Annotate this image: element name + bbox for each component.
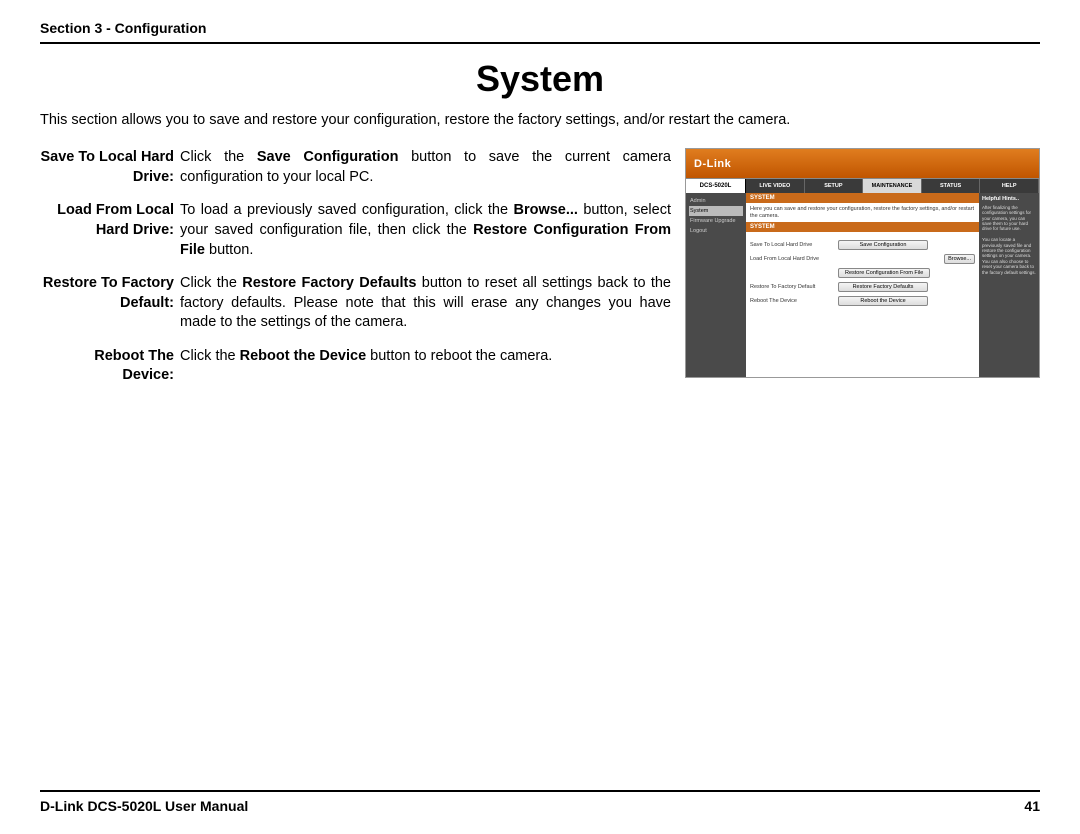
definition-label: Load From LocalHard Drive:: [40, 201, 180, 260]
nav-tab[interactable]: STATUS: [922, 179, 981, 193]
sidebar-item[interactable]: Admin: [689, 196, 743, 206]
form-row: Load From Local Hard Drive Browse...: [750, 254, 975, 264]
footer-page-number: 41: [1024, 798, 1040, 814]
sidebar-item[interactable]: System: [689, 206, 743, 216]
form-row: Reboot The DeviceReboot the Device: [750, 296, 975, 306]
section-header: Section 3 - Configuration: [40, 20, 1040, 44]
definition-description: Click the Reboot the Device button to re…: [180, 347, 671, 386]
footer-manual-title: D-Link DCS-5020L User Manual: [40, 798, 248, 814]
dlink-logo: D-Link: [694, 158, 731, 170]
screenshot-form: Save To Local Hard DriveSave Configurati…: [746, 232, 979, 314]
router-ui-screenshot: D-Link DCS-5020LLIVE VIDEOSETUPMAINTENAN…: [685, 148, 1040, 378]
screenshot-banner: D-Link: [686, 149, 1039, 179]
nav-tab[interactable]: SETUP: [805, 179, 864, 193]
action-button[interactable]: Reboot the Device: [838, 296, 928, 306]
definitions-list: Save To Local HardDrive:Click the Save C…: [40, 148, 671, 400]
screenshot-sidebar: AdminSystemFirmware UpgradeLogout: [686, 193, 746, 377]
definition-label: Save To Local HardDrive:: [40, 148, 180, 187]
intro-text: This section allows you to save and rest…: [40, 110, 1040, 130]
sidebar-item[interactable]: Logout: [689, 226, 743, 236]
page-footer: D-Link DCS-5020L User Manual 41: [40, 790, 1040, 814]
form-row-label: Load From Local Hard Drive: [750, 256, 838, 262]
definition-item: Load From LocalHard Drive:To load a prev…: [40, 201, 671, 260]
definition-description: To load a previously saved configuration…: [180, 201, 671, 260]
screenshot-body: AdminSystemFirmware UpgradeLogout SYSTEM…: [686, 193, 1039, 377]
action-button[interactable]: Restore Configuration From File: [838, 268, 930, 278]
screenshot-panel-header: SYSTEM: [746, 193, 979, 203]
sidebar-item[interactable]: Firmware Upgrade: [689, 216, 743, 226]
definition-label: Reboot The Device:: [40, 347, 180, 386]
model-badge: DCS-5020L: [686, 179, 746, 193]
form-row: Restore To Factory DefaultRestore Factor…: [750, 282, 975, 292]
definition-item: Restore To FactoryDefault:Click the Rest…: [40, 274, 671, 333]
action-button[interactable]: Restore Factory Defaults: [838, 282, 928, 292]
form-row: Restore Configuration From File: [750, 268, 975, 278]
definition-item: Reboot The Device:Click the Reboot the D…: [40, 347, 671, 386]
definition-label: Restore To FactoryDefault:: [40, 274, 180, 333]
form-row-label: Save To Local Hard Drive: [750, 242, 838, 248]
form-row: Save To Local Hard DriveSave Configurati…: [750, 240, 975, 250]
definition-description: Click the Save Configuration button to s…: [180, 148, 671, 187]
definition-description: Click the Restore Factory Defaults butto…: [180, 274, 671, 333]
screenshot-panel-header-2: SYSTEM: [746, 222, 979, 232]
screenshot-panel-desc: Here you can save and restore your confi…: [746, 203, 979, 222]
screenshot-nav: DCS-5020LLIVE VIDEOSETUPMAINTENANCESTATU…: [686, 179, 1039, 193]
screenshot-hints: Helpful Hints.. After finalizing the con…: [979, 193, 1039, 377]
main-content: Save To Local HardDrive:Click the Save C…: [40, 148, 1040, 400]
nav-tab[interactable]: MAINTENANCE: [863, 179, 922, 193]
nav-tab[interactable]: LIVE VIDEO: [746, 179, 805, 193]
page-title: System: [40, 58, 1040, 100]
definition-item: Save To Local HardDrive:Click the Save C…: [40, 148, 671, 187]
action-button[interactable]: Save Configuration: [838, 240, 928, 250]
form-row-label: Reboot The Device: [750, 298, 838, 304]
nav-tab[interactable]: HELP: [980, 179, 1039, 193]
browse-button[interactable]: Browse...: [944, 254, 975, 264]
hints-header: Helpful Hints..: [982, 196, 1036, 203]
form-row-label: Restore To Factory Default: [750, 284, 838, 290]
hints-body: After finalizing the configuration setti…: [982, 205, 1036, 275]
screenshot-content: SYSTEM Here you can save and restore you…: [746, 193, 979, 377]
